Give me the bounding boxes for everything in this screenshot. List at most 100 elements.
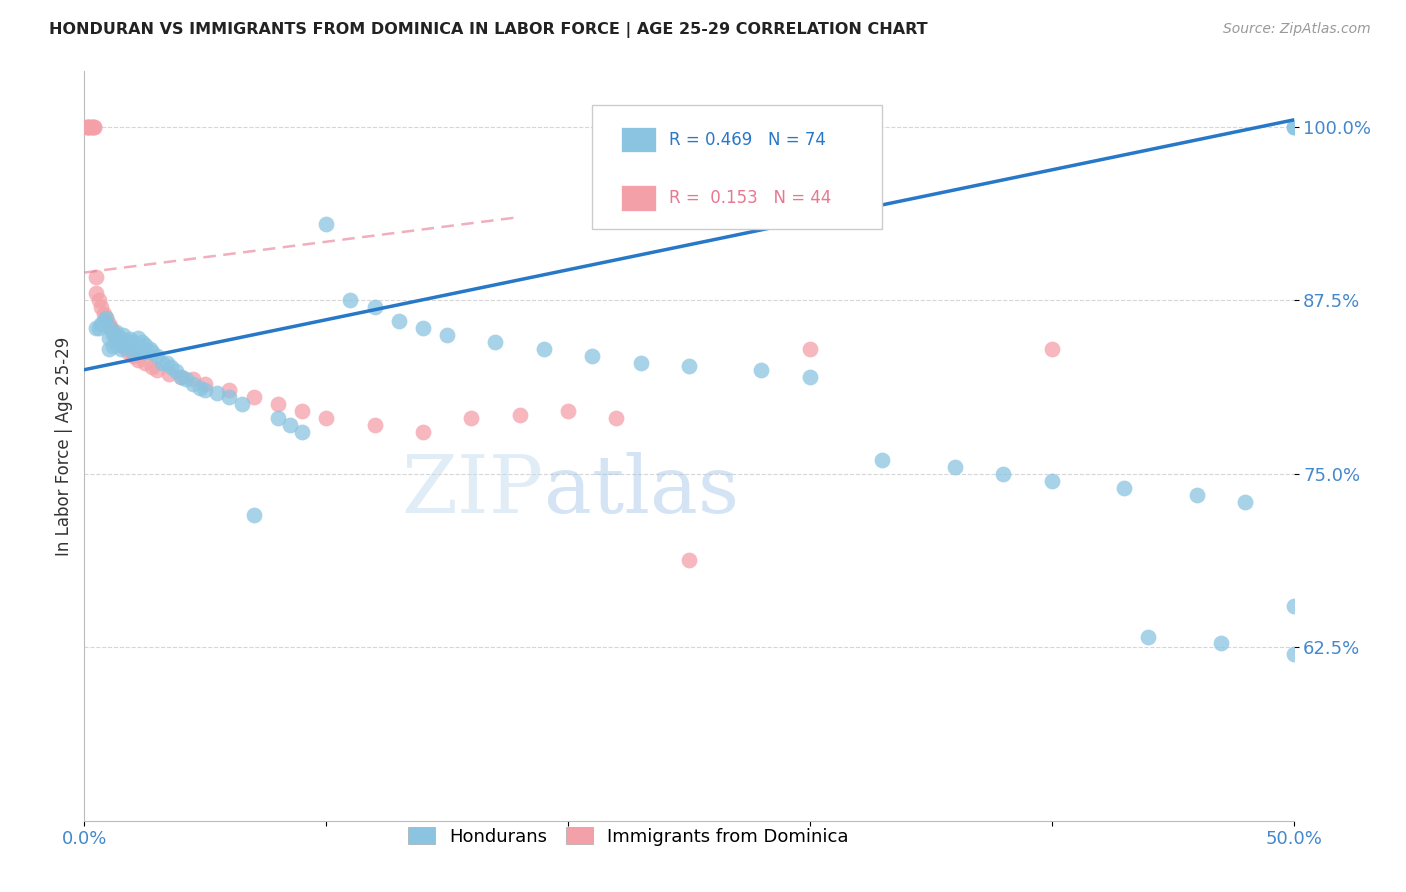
Point (751, 362, 773, 376)
Point (103, 339, 125, 353)
Point (146, 349, 169, 363)
Point (127, 339, 149, 353)
Point (190, 381, 212, 395)
Point (207, 386, 229, 401)
Point (165, 364, 187, 378)
Point (170, 369, 193, 384)
Point (484, 334, 506, 349)
Point (291, 425, 314, 439)
Point (134, 344, 156, 359)
Point (138, 342, 160, 356)
Point (678, 359, 700, 373)
Point (581, 349, 603, 363)
Point (114, 334, 136, 349)
Text: HONDURAN VS IMMIGRANTS FROM DOMINICA IN LABOR FORCE | AGE 25-29 CORRELATION CHAR: HONDURAN VS IMMIGRANTS FROM DOMINICA IN … (49, 22, 928, 38)
Point (83, 120, 105, 134)
Point (242, 508, 264, 523)
Point (291, 404, 314, 418)
FancyBboxPatch shape (621, 127, 655, 153)
Point (267, 411, 290, 425)
Point (630, 356, 652, 370)
Point (129, 342, 152, 356)
Point (1234, 494, 1257, 508)
Y-axis label: In Labor Force | Age 25-29: In Labor Force | Age 25-29 (55, 336, 73, 556)
Point (97, 342, 120, 356)
Point (436, 328, 458, 343)
Point (943, 459, 966, 474)
Point (77, 120, 100, 134)
Point (86, 269, 108, 284)
Point (799, 369, 821, 384)
Point (117, 344, 139, 359)
Point (127, 331, 149, 345)
Point (124, 342, 146, 356)
Point (1282, 647, 1305, 661)
Point (157, 367, 180, 381)
Point (103, 328, 125, 343)
Point (94, 311, 117, 326)
Text: ZIP: ZIP (402, 452, 544, 530)
Point (218, 384, 240, 398)
Point (231, 397, 253, 411)
Point (110, 331, 132, 345)
Point (1040, 342, 1063, 356)
Point (87, 321, 110, 335)
Point (557, 404, 579, 418)
Point (127, 353, 149, 368)
Point (77, 120, 100, 134)
Point (339, 293, 361, 308)
Point (1185, 487, 1208, 501)
Point (134, 356, 156, 370)
Point (678, 553, 700, 567)
Point (131, 334, 153, 349)
Point (103, 325, 125, 339)
Point (872, 453, 894, 467)
Point (110, 334, 132, 349)
Point (141, 344, 163, 359)
Point (104, 336, 127, 351)
Point (194, 376, 217, 391)
Point (412, 321, 434, 335)
Point (94, 311, 117, 326)
Point (104, 331, 127, 345)
Point (1282, 599, 1305, 613)
Point (76, 120, 98, 134)
Point (1209, 636, 1232, 650)
Point (509, 409, 531, 423)
Point (315, 217, 337, 231)
Point (1282, 120, 1305, 134)
Point (141, 359, 163, 374)
Point (93, 314, 115, 328)
Point (104, 325, 127, 339)
Point (83, 120, 105, 134)
Point (155, 356, 177, 370)
FancyBboxPatch shape (621, 186, 655, 211)
Point (90, 300, 112, 314)
Point (146, 362, 169, 376)
Point (388, 314, 411, 328)
Point (363, 418, 385, 433)
Point (93, 307, 115, 321)
Point (87, 293, 110, 308)
Point (1114, 481, 1136, 495)
Point (121, 349, 143, 363)
Point (363, 300, 385, 314)
Point (993, 467, 1015, 481)
Point (160, 359, 183, 374)
Point (134, 337, 156, 351)
Point (278, 418, 301, 433)
Point (460, 411, 482, 425)
Text: R = 0.469   N = 74: R = 0.469 N = 74 (669, 130, 825, 149)
Point (605, 411, 627, 425)
Point (533, 342, 555, 356)
Point (170, 369, 193, 384)
Point (1040, 474, 1063, 488)
Point (107, 334, 129, 348)
Point (121, 344, 143, 359)
Point (218, 391, 240, 405)
Text: R =  0.153   N = 44: R = 0.153 N = 44 (669, 189, 831, 207)
Point (86, 286, 108, 301)
Point (97, 331, 120, 345)
Point (76, 120, 98, 134)
Point (412, 425, 434, 439)
